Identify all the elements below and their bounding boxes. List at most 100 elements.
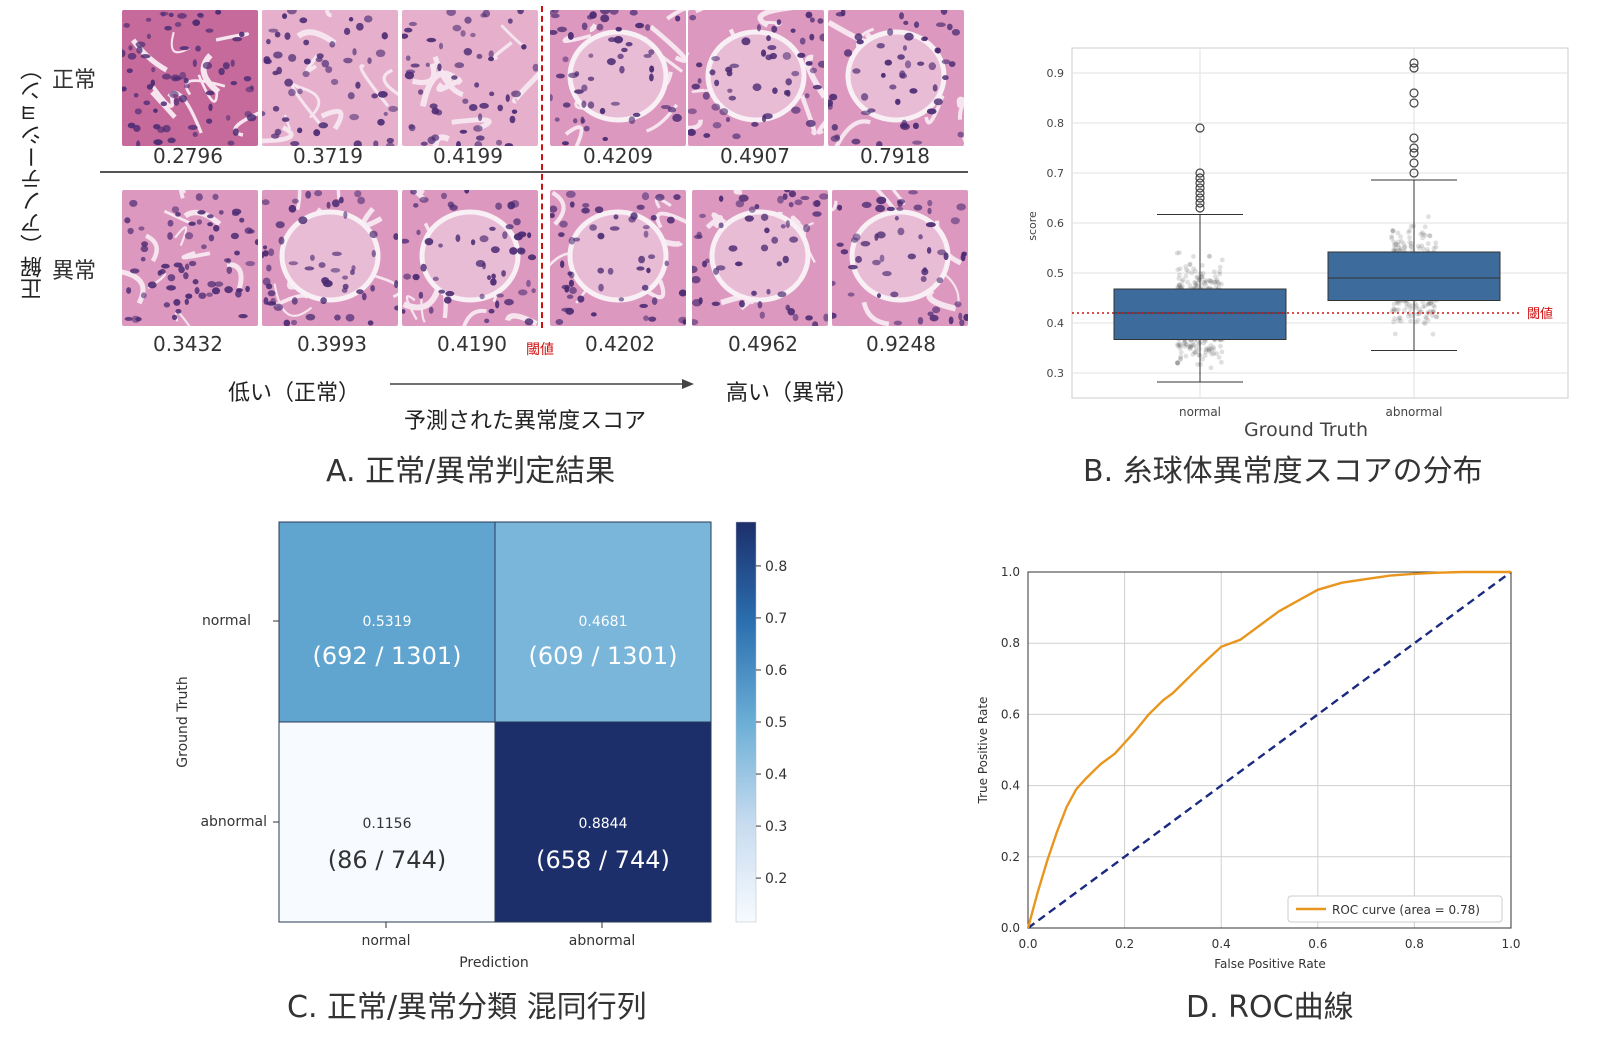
colorbar-tick-label: 0.8	[765, 559, 787, 575]
scatter-point	[1396, 307, 1401, 312]
scatter-point	[1430, 331, 1436, 337]
y-tick-label: 0.9	[1047, 67, 1065, 80]
scatter-point	[1421, 246, 1426, 252]
scatter-point	[1419, 230, 1425, 236]
scatter-point	[1393, 241, 1399, 247]
matrix-cell	[494, 721, 712, 923]
score-label: 0.3719	[293, 144, 363, 168]
outlier-point	[1195, 183, 1205, 193]
scatter-point	[1209, 346, 1214, 352]
scatter-point	[1393, 242, 1399, 248]
scatter-point	[1214, 279, 1220, 284]
glomerulus-image-tile	[402, 10, 538, 146]
outlier-point	[1409, 98, 1419, 108]
scatter-point	[1394, 307, 1399, 313]
outlier-point	[1195, 203, 1205, 213]
score-label: 0.9248	[866, 332, 936, 356]
scatter-point	[1207, 278, 1213, 284]
score-label: 0.4190	[437, 332, 507, 356]
y-tick-label: 0.5	[1047, 267, 1065, 280]
scatter-point	[1398, 234, 1403, 240]
legend: ROC curve (area = 0.78)	[1287, 895, 1503, 923]
glomerulus-image-tile	[402, 190, 538, 326]
cell-ratio: 0.4681	[579, 614, 628, 630]
score-label: 0.7918	[860, 144, 930, 168]
y-tick-label: 1.0	[1001, 565, 1020, 579]
scatter-point	[1178, 356, 1183, 361]
scatter-point	[1432, 304, 1437, 310]
scatter-point	[1427, 233, 1433, 239]
scatter-point	[1396, 245, 1402, 251]
scatter-point	[1202, 280, 1207, 286]
scatter-point	[1407, 239, 1413, 245]
tissue-texture	[692, 190, 828, 326]
scatter-point	[1431, 245, 1437, 251]
scatter-point	[1204, 346, 1210, 351]
scatter-point	[1425, 309, 1431, 315]
scatter-point	[1202, 277, 1208, 283]
score-label: 0.2796	[153, 144, 223, 168]
scatter-point	[1211, 351, 1217, 357]
outlier-point	[1409, 148, 1419, 158]
scatter-point	[1180, 277, 1186, 282]
scatter-point	[1175, 360, 1181, 366]
scatter-point	[1408, 244, 1414, 249]
scatter-point	[1426, 214, 1431, 220]
scatter-point	[1391, 301, 1397, 307]
scatter-point	[1208, 365, 1214, 371]
scatter-point	[1407, 235, 1412, 240]
scatter-point	[1204, 279, 1210, 285]
score-label: 0.4209	[583, 144, 653, 168]
box-normal	[1113, 288, 1287, 340]
score-label: 0.4907	[720, 144, 790, 168]
x-tick-label: normal	[361, 933, 410, 949]
outlier-point	[1409, 63, 1419, 73]
scatter-point	[1176, 283, 1182, 288]
scatter-point	[1415, 317, 1421, 323]
y-tick-label: normal	[202, 613, 251, 629]
scatter-point	[1206, 278, 1212, 283]
scatter-point	[1406, 302, 1412, 307]
scatter-point	[1177, 250, 1182, 256]
scatter-point	[1194, 282, 1200, 288]
scatter-point	[1187, 346, 1193, 352]
scatter-point	[1390, 228, 1396, 234]
scatter-point	[1218, 343, 1223, 349]
cell-count: (658 / 744)	[536, 846, 670, 874]
panel-d-caption: D. ROC曲線	[1186, 990, 1354, 1025]
panel-a-caption: A. 正常/異常判定結果	[326, 454, 616, 489]
scatter-point	[1185, 269, 1191, 274]
y-tick-label: 0.6	[1047, 217, 1065, 230]
scatter-point	[1189, 270, 1195, 276]
outlier-point	[1409, 58, 1419, 68]
scatter-point	[1192, 350, 1198, 356]
scatter-point	[1392, 316, 1398, 322]
tissue-texture	[262, 10, 398, 146]
scatter-point	[1187, 262, 1193, 268]
scatter-point	[1198, 271, 1203, 277]
scatter-point	[1423, 314, 1429, 320]
x-tick-label: 1.0	[1501, 937, 1520, 951]
scatter-point	[1413, 319, 1419, 325]
scatter-point	[1212, 279, 1218, 285]
outlier-point	[1195, 193, 1205, 203]
scatter-point	[1420, 304, 1426, 310]
scatter-point	[1398, 246, 1404, 251]
scatter-point	[1217, 269, 1223, 274]
scatter-point	[1202, 353, 1208, 358]
scatter-point	[1414, 303, 1420, 309]
scatter-point	[1184, 341, 1190, 347]
y-axis-label: score	[1026, 211, 1039, 241]
scatter-point	[1404, 304, 1410, 310]
scatter-point	[1408, 318, 1413, 324]
glomerulus-image-tile	[828, 10, 964, 146]
scatter-point	[1208, 278, 1214, 284]
scatter-point	[1408, 243, 1414, 249]
colorbar-tick-label: 0.2	[765, 871, 787, 887]
outlier-point	[1195, 178, 1205, 188]
y-tick-label: 0.7	[1047, 167, 1065, 180]
scatter-point	[1193, 281, 1198, 286]
scatter-point	[1391, 306, 1396, 312]
scatter-point	[1396, 239, 1401, 245]
scatter-point	[1396, 315, 1402, 321]
